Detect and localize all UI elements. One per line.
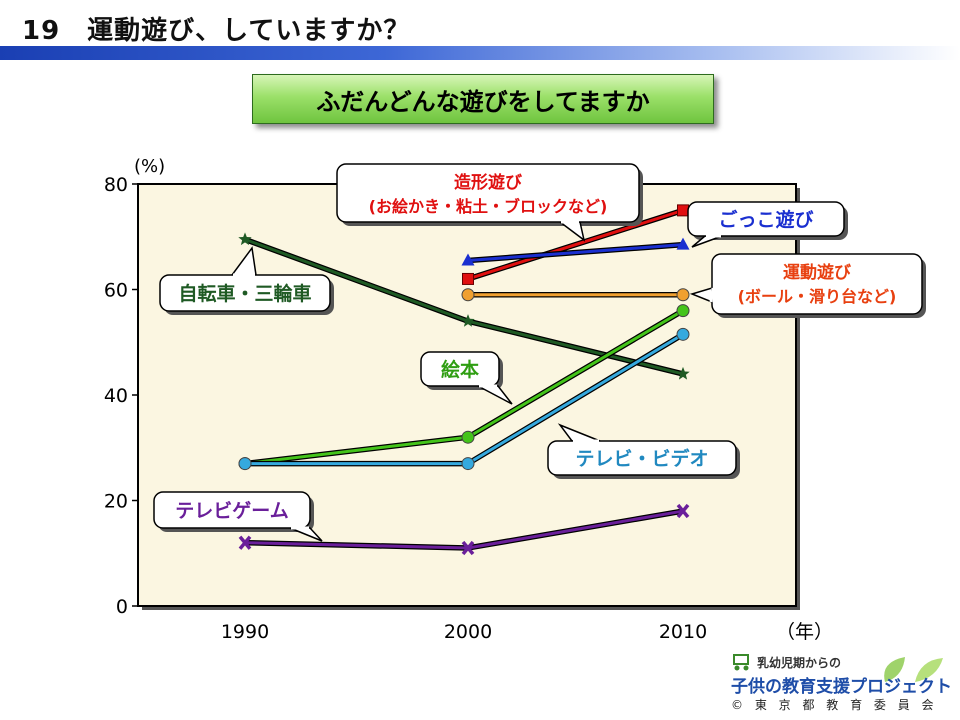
callout-box (687, 201, 845, 237)
series-label: (お絵かき・粘土・ブロックなど) (369, 197, 608, 216)
series-label: テレビ・ビデオ (575, 447, 708, 470)
series-label: 絵本 (441, 358, 479, 381)
callout-box (547, 440, 737, 476)
x-tick-label: 2010 (659, 621, 707, 643)
data-point (461, 540, 475, 556)
plot-area (137, 183, 797, 607)
data-point (676, 237, 690, 250)
series-label: テレビゲーム (175, 500, 288, 522)
y-tick-label: 60 (104, 280, 128, 302)
y-tick-label: 20 (104, 491, 128, 513)
y-tick-label: 0 (116, 596, 128, 618)
y-tick-label: 40 (104, 385, 128, 407)
data-point (461, 314, 475, 327)
data-point (461, 288, 475, 302)
data-point (676, 288, 690, 302)
callout-box (153, 491, 311, 529)
callout-box (711, 253, 923, 315)
logo-line1: 乳幼児期からの (757, 656, 842, 670)
page-title: 19 運動遊び、していますか？ (22, 16, 411, 46)
x-tick-label: 1990 (221, 621, 269, 643)
series-label: 運動遊び (783, 262, 851, 283)
data-point (461, 457, 475, 471)
data-point (676, 503, 690, 519)
cart-icon (733, 654, 749, 671)
logo-line3: © 東 京 都 教 育 委 員 会 (731, 698, 938, 712)
callout-joint (709, 287, 715, 303)
data-point (238, 457, 252, 471)
logo-line2: 子供の教育支援プロジェクト (731, 677, 952, 697)
data-point (676, 366, 690, 380)
callout-box (336, 163, 640, 223)
data-point (461, 253, 475, 266)
x-axis-label: （年） (776, 621, 833, 643)
series-line (467, 208, 684, 281)
data-point (462, 272, 474, 285)
series-label: ごっこ遊び (718, 208, 813, 231)
data-point (677, 204, 689, 217)
series-label: 造形遊び (454, 172, 522, 193)
series-label: 自転車・三輪車 (178, 282, 311, 305)
y-axis-label: (%) (134, 156, 165, 177)
data-point (676, 327, 690, 341)
leaf-icon (884, 657, 943, 682)
data-point (238, 232, 252, 246)
y-tick-label: 80 (104, 174, 128, 196)
data-point (238, 535, 252, 550)
header-bar (0, 46, 960, 60)
series-label: (ボール・滑り台など) (738, 287, 897, 306)
data-point (676, 304, 690, 318)
logo: 乳幼児期からの 子供の教育支援プロジェクト © 東 京 都 教 育 委 員 会 (725, 650, 955, 715)
x-tick-label: 2000 (444, 621, 492, 643)
callout-box (420, 351, 500, 387)
data-point (461, 430, 475, 444)
chart-title: ふだんどんな遊びをしてますか (252, 74, 714, 124)
series-line (467, 243, 684, 262)
